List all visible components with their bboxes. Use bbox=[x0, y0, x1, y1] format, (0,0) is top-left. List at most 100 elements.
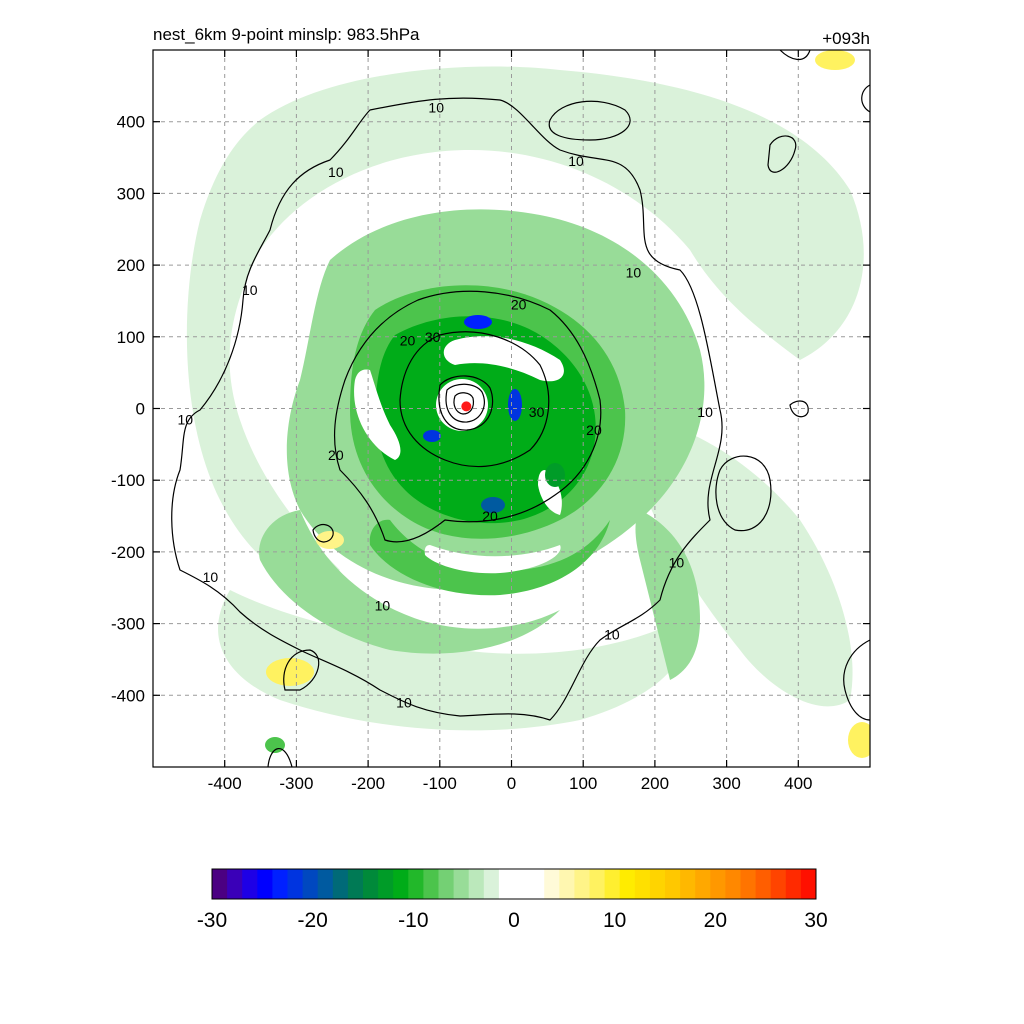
contour-label: 10 bbox=[697, 404, 713, 420]
colorbar-tick-label: 0 bbox=[508, 909, 520, 932]
contour-labels: 10 10 10 10 10 10 10 10 10 10 10 10 20 20 20 20 20 30 30 bbox=[177, 99, 713, 710]
contour-eye-1 bbox=[445, 383, 485, 423]
x-axis: -400 -300 -200 -100 0 100 200 300 400 bbox=[208, 50, 812, 793]
contour-label: 20 bbox=[482, 508, 498, 524]
contour-10-w-blob bbox=[312, 523, 334, 543]
colorbar-swatch bbox=[257, 869, 273, 899]
contour-label: 10 bbox=[669, 555, 685, 571]
outer-rainband-south bbox=[218, 590, 685, 731]
contour-10-sw-blob bbox=[283, 649, 320, 691]
inner-green-arm-s bbox=[369, 519, 610, 596]
contour-label: 20 bbox=[400, 332, 416, 348]
contour-label: 20 bbox=[511, 297, 527, 313]
contour-eye-2 bbox=[438, 375, 494, 431]
colorbar-swatch bbox=[438, 869, 455, 899]
contour-label: 10 bbox=[568, 153, 584, 169]
core-gap-south bbox=[424, 545, 561, 574]
colorbar-swatch bbox=[529, 869, 545, 899]
y-tick-label: 200 bbox=[117, 256, 145, 275]
storm-center-marker bbox=[461, 401, 472, 412]
x-tick-label: 300 bbox=[712, 774, 740, 793]
contour-label: 10 bbox=[242, 282, 258, 298]
contour-lines bbox=[171, 50, 870, 767]
contour-30 bbox=[399, 331, 550, 468]
outer-rainband-east bbox=[638, 420, 853, 707]
y-tick-label: 300 bbox=[117, 184, 145, 203]
x-tick-label: 0 bbox=[507, 774, 516, 793]
x-tick-label: 100 bbox=[569, 774, 597, 793]
core-gap-north bbox=[443, 336, 564, 382]
contour-10-bottom-blob bbox=[267, 748, 293, 767]
colorbar-swatch bbox=[378, 869, 394, 899]
colorbar-tick-label: -20 bbox=[297, 909, 327, 932]
contour-label: 10 bbox=[604, 626, 620, 642]
colorbar-tick-label: -30 bbox=[197, 909, 227, 932]
chart-title: nest_6km 9-point minslp: 983.5hPa bbox=[153, 25, 420, 44]
y-tick-label: -100 bbox=[111, 471, 145, 490]
colorbar-swatch bbox=[695, 869, 711, 899]
colorbar-tick-label: 10 bbox=[603, 909, 626, 932]
colorbar-swatch bbox=[453, 869, 470, 899]
contour-label: 30 bbox=[529, 404, 545, 420]
colorbar-swatch bbox=[483, 869, 500, 899]
blue-patch-s bbox=[481, 497, 505, 513]
x-tick-label: -300 bbox=[279, 774, 313, 793]
colorbar-swatch bbox=[363, 869, 379, 899]
colorbar-swatch bbox=[242, 869, 258, 899]
y-tick-label: -300 bbox=[111, 615, 145, 634]
contour-10-se bbox=[843, 639, 870, 721]
colorbar-swatch bbox=[785, 869, 802, 899]
contour-10-main bbox=[171, 97, 723, 721]
core-gap-east bbox=[538, 470, 562, 515]
contour-label: 10 bbox=[375, 598, 391, 614]
contour-10-e-blob bbox=[715, 455, 772, 532]
contour-label: 20 bbox=[328, 447, 344, 463]
colorbar-swatch bbox=[740, 869, 757, 899]
spiral-arm-sw bbox=[259, 510, 560, 654]
colorbar-swatch bbox=[227, 869, 243, 899]
colorbar-swatch bbox=[619, 869, 636, 899]
colorbar-swatch bbox=[332, 869, 349, 899]
x-tick-label: -400 bbox=[208, 774, 242, 793]
y-axis: 400 300 200 100 0 -100 -200 -300 -400 bbox=[111, 113, 870, 705]
contour-10-e-small bbox=[789, 400, 809, 418]
colorbar-swatch bbox=[317, 869, 334, 899]
shaded-field bbox=[186, 50, 870, 758]
contour-10-right-edge bbox=[861, 84, 870, 113]
colorbar-swatch bbox=[212, 869, 228, 899]
colorbar-swatch bbox=[559, 869, 575, 899]
contour-label: 10 bbox=[396, 694, 412, 710]
contour-label: 10 bbox=[626, 264, 642, 280]
contour-label: 30 bbox=[425, 329, 441, 345]
colorbar-swatch bbox=[514, 869, 530, 899]
contour-label: 20 bbox=[586, 422, 602, 438]
colorbar-frame bbox=[211, 868, 817, 900]
contour-eye-3 bbox=[453, 392, 475, 415]
contour-10-nw-blob bbox=[548, 100, 631, 141]
colorbar-swatch bbox=[710, 869, 726, 899]
contour-20 bbox=[333, 290, 602, 543]
x-tick-label: -100 bbox=[423, 774, 457, 793]
green-patch-se bbox=[545, 463, 565, 487]
contour-10-ne-blob bbox=[767, 135, 797, 173]
colorbar-swatch bbox=[649, 869, 666, 899]
contour-label: 10 bbox=[177, 411, 193, 427]
y-tick-label: -200 bbox=[111, 543, 145, 562]
colorbar-swatch bbox=[347, 869, 364, 899]
colorbar-swatch bbox=[665, 869, 681, 899]
forecast-hour-label: +093h bbox=[822, 29, 870, 48]
x-tick-label: 200 bbox=[641, 774, 669, 793]
colorbar-swatch bbox=[393, 869, 409, 899]
colorbar-tick-label: 20 bbox=[704, 909, 727, 932]
x-tick-label: 400 bbox=[784, 774, 812, 793]
y-tick-label: -400 bbox=[111, 686, 145, 705]
contour-label: 10 bbox=[428, 99, 444, 115]
yellow-patch-sw bbox=[266, 658, 314, 686]
colorbar-swatch bbox=[589, 869, 606, 899]
contour-label: 10 bbox=[328, 164, 344, 180]
blue-patch-e bbox=[508, 389, 522, 421]
colorbar-swatch bbox=[800, 869, 817, 899]
colorbar-swatch bbox=[423, 869, 439, 899]
blue-patch-w bbox=[423, 430, 441, 442]
